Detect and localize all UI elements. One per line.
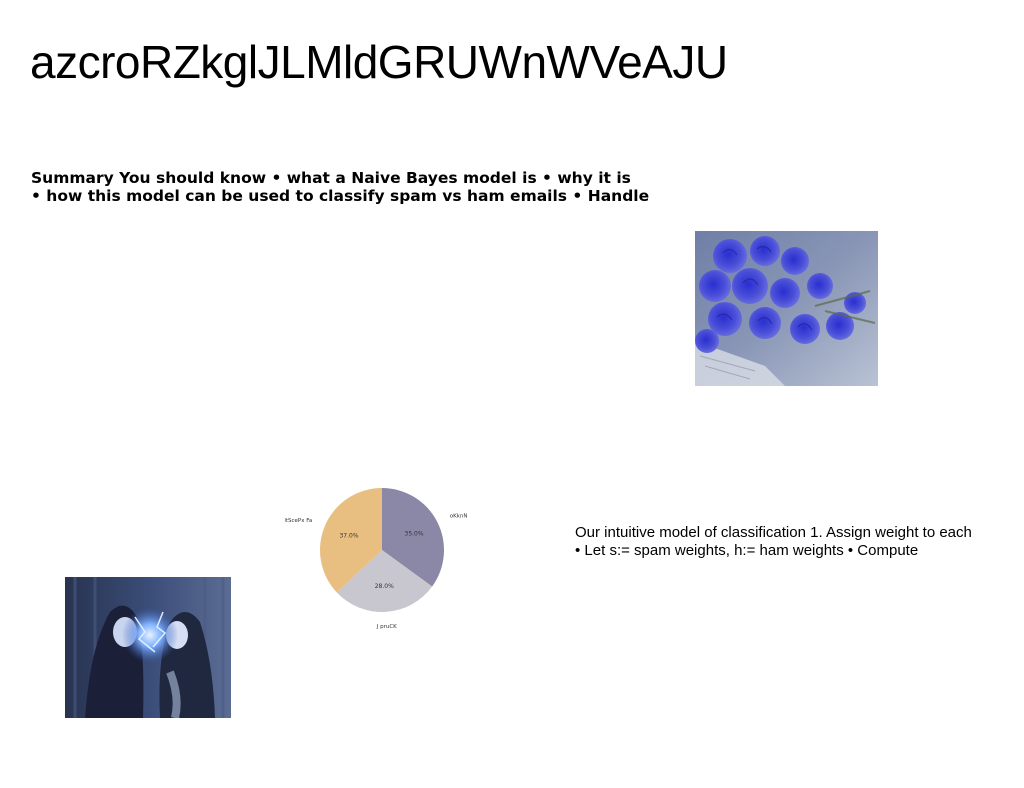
- summary-line-1: Summary You should know • what a Naive B…: [31, 169, 631, 187]
- pie-slice-okknn: [382, 488, 444, 587]
- pie-chart: 35.0% oKknN 28.0% J pruCK 37.0% ltScePx Fa: [285, 470, 485, 645]
- model-line-2: • Let s:= spam weights, h:= ham weights …: [575, 542, 919, 559]
- pie-slice-j-pruck: [336, 550, 433, 612]
- two-people-photo: [65, 577, 231, 718]
- summary-line-2: • how this model can be used to classify…: [31, 187, 650, 205]
- pie-chart-svg: 35.0% oKknN 28.0% J pruCK 37.0% ltScePx Fa: [285, 488, 468, 630]
- pie-slice-ltscepx-fa: [320, 488, 382, 593]
- pie-category-label: J pruCK: [376, 624, 397, 630]
- pie-percent-label: 37.0%: [339, 533, 358, 540]
- pie-percent-label: 35.0%: [405, 531, 424, 538]
- summary-text: Summary You should know • what a Naive B…: [31, 169, 649, 205]
- pie-category-label: ltScePx Fa: [285, 518, 312, 524]
- slide-title: azcroRZkglJLMldGRUWnWVeAJU: [30, 36, 728, 88]
- pie-percent-label: 28.0%: [375, 583, 394, 590]
- model-line-1: Our intuitive model of classification 1.…: [575, 524, 972, 541]
- blue-roses-photo: [695, 231, 878, 386]
- model-text: Our intuitive model of classification 1.…: [575, 524, 972, 560]
- pie-category-label: oKknN: [450, 513, 468, 519]
